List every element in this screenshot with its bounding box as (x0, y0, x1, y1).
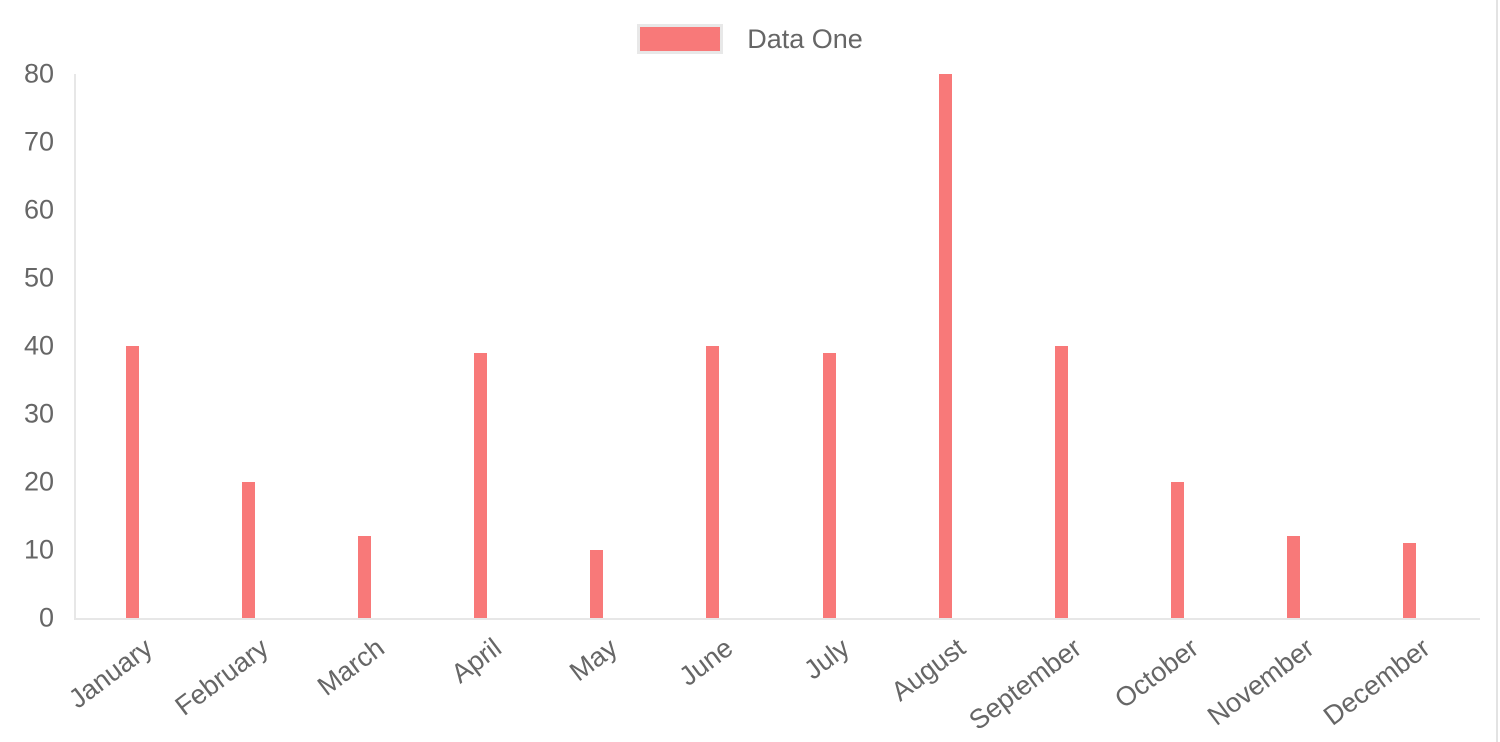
bar-slot-february (190, 74, 306, 618)
right-border-line (1496, 0, 1498, 742)
y-axis-tick-label-10: 10 (23, 534, 54, 565)
x-axis-label-january: January (63, 632, 158, 715)
x-axis-label-august: August (885, 632, 972, 707)
y-axis-tick-label-70: 70 (23, 126, 54, 157)
x-axis-label-may: May (563, 632, 623, 688)
legend-label-data-one: Data One (747, 23, 863, 54)
y-axis: 0 10 20 30 40 50 60 70 80 (0, 0, 54, 742)
bar-october[interactable] (1171, 482, 1185, 618)
bar-slot-september (1003, 74, 1119, 618)
bar-april[interactable] (474, 352, 488, 618)
x-axis-label-july: July (798, 632, 855, 686)
bar-september[interactable] (1054, 346, 1068, 618)
x-axis-label-october: October (1108, 632, 1204, 715)
bar-december[interactable] (1403, 543, 1417, 618)
legend-swatch-data-one (637, 24, 724, 54)
y-axis-tick-label-30: 30 (23, 398, 54, 429)
x-axis-label-september: September (963, 632, 1088, 736)
x-axis-label-february: February (169, 632, 275, 722)
y-axis-tick-label-40: 40 (23, 330, 54, 361)
y-axis-tick-label-50: 50 (23, 262, 54, 293)
bar-slot-december (1352, 74, 1468, 618)
bar-march[interactable] (357, 536, 371, 618)
bar-june[interactable] (706, 346, 720, 618)
bar-slot-august (887, 74, 1003, 618)
bars-row (74, 74, 1468, 618)
bar-august[interactable] (938, 74, 952, 618)
x-axis: January February March April May June July Augu… (63, 620, 1468, 742)
bar-slot-june (655, 74, 771, 618)
bar-february[interactable] (241, 482, 255, 618)
plot-area (74, 74, 1480, 620)
x-axis-label-november: November (1202, 632, 1320, 732)
x-axis-label-june: June (673, 632, 739, 692)
legend-item-data-one[interactable]: Data One (637, 24, 863, 54)
bar-slot-april (423, 74, 539, 618)
chart-legend: Data One (0, 24, 1500, 54)
y-axis-tick-label-0: 0 (38, 602, 54, 633)
bar-slot-july (771, 74, 887, 618)
bar-slot-january (74, 74, 190, 618)
bar-slot-november (1236, 74, 1352, 618)
y-axis-tick-label-60: 60 (23, 194, 54, 225)
bar-july[interactable] (822, 352, 836, 618)
x-axis-label-april: April (445, 632, 507, 689)
y-axis-tick-label-20: 20 (23, 466, 54, 497)
x-axis-label-december: December (1318, 632, 1436, 732)
bar-slot-may (539, 74, 655, 618)
bar-may[interactable] (590, 550, 604, 618)
bar-slot-october (1120, 74, 1236, 618)
y-axis-tick-label-80: 80 (23, 58, 54, 89)
bar-november[interactable] (1287, 536, 1301, 618)
x-axis-label-march: March (312, 632, 391, 702)
bar-january[interactable] (125, 346, 139, 618)
bar-slot-march (306, 74, 422, 618)
